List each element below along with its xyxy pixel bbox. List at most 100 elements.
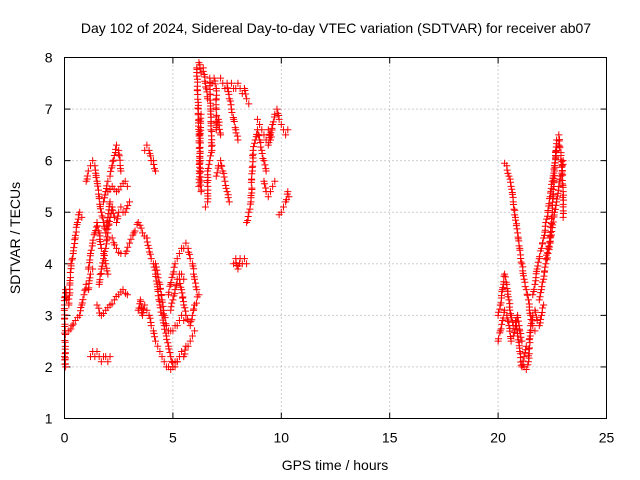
data-point	[162, 322, 170, 330]
data-point	[184, 342, 192, 350]
x-tick-label: 20	[490, 430, 506, 446]
data-point	[241, 86, 249, 94]
data-point	[156, 285, 164, 293]
data-point	[168, 299, 176, 307]
y-tick-label: 3	[45, 307, 53, 323]
data-point	[505, 296, 513, 304]
data-point	[183, 315, 191, 323]
data-point	[68, 254, 76, 262]
data-point	[151, 333, 159, 341]
data-point	[145, 146, 153, 154]
data-point	[199, 67, 207, 75]
data-point	[177, 283, 185, 291]
data-point	[124, 243, 132, 251]
data-point	[152, 263, 160, 271]
data-point	[160, 358, 168, 366]
data-point	[501, 273, 509, 281]
data-point	[284, 188, 292, 196]
data-point	[212, 172, 220, 180]
data-point	[542, 219, 550, 227]
data-point	[175, 249, 183, 257]
data-point	[552, 147, 560, 155]
data-point	[509, 332, 517, 340]
data-point	[244, 213, 252, 221]
data-point	[123, 291, 131, 299]
data-point	[93, 347, 101, 355]
data-point	[512, 222, 520, 230]
data-point	[191, 275, 199, 283]
data-point	[176, 279, 184, 287]
data-point	[537, 315, 545, 323]
data-point	[245, 100, 253, 108]
data-point	[97, 208, 105, 216]
data-point	[144, 241, 152, 249]
data-point	[549, 218, 557, 226]
data-point	[547, 214, 555, 222]
data-point	[147, 152, 155, 160]
data-point	[524, 361, 532, 369]
data-point	[501, 306, 509, 314]
x-tick-label: 15	[382, 430, 398, 446]
data-point	[191, 327, 199, 335]
data-point	[535, 322, 543, 330]
data-point	[549, 192, 557, 200]
data-point	[113, 244, 121, 252]
data-point	[87, 246, 95, 254]
data-point	[167, 353, 175, 361]
data-point	[137, 298, 145, 306]
data-point	[126, 239, 134, 247]
data-point	[517, 333, 525, 341]
data-point	[208, 127, 216, 135]
data-point	[92, 223, 100, 231]
data-point	[102, 244, 110, 252]
data-point	[555, 131, 563, 139]
data-point	[173, 322, 181, 330]
data-point	[538, 283, 546, 291]
data-point	[543, 249, 551, 257]
data-point	[104, 270, 112, 278]
data-point	[159, 302, 167, 310]
data-point	[207, 99, 215, 107]
data-point	[284, 126, 292, 134]
data-point	[197, 186, 205, 194]
data-point	[539, 239, 547, 247]
data-point	[519, 357, 527, 365]
data-point	[245, 208, 253, 216]
data-point	[546, 238, 554, 246]
data-point	[279, 203, 287, 211]
data-point	[86, 256, 94, 264]
data-point	[97, 205, 105, 213]
data-point	[217, 157, 225, 165]
data-point	[262, 167, 270, 175]
data-point	[530, 285, 538, 293]
data-point	[152, 167, 160, 175]
y-tick-label: 5	[45, 204, 53, 220]
data-point	[137, 224, 145, 232]
data-point	[212, 105, 220, 113]
data-point	[104, 358, 112, 366]
data-point	[251, 139, 259, 147]
data-point	[505, 172, 513, 180]
data-point	[271, 110, 279, 118]
x-axis-label: GPS time / hours	[282, 457, 389, 473]
data-point	[115, 150, 123, 158]
data-point	[517, 258, 525, 266]
data-point	[547, 223, 555, 231]
data-point	[136, 221, 144, 229]
data-point	[97, 240, 105, 248]
data-point	[223, 188, 231, 196]
data-point	[550, 175, 558, 183]
data-point	[230, 117, 238, 125]
data-point	[514, 317, 522, 325]
data-point	[507, 182, 515, 190]
data-point	[124, 202, 132, 210]
data-point	[76, 311, 84, 319]
data-point	[103, 182, 111, 190]
data-point	[213, 169, 221, 177]
data-point	[499, 314, 507, 322]
data-point	[498, 320, 506, 328]
data-point	[89, 236, 97, 244]
data-point	[123, 247, 131, 255]
data-point	[531, 327, 539, 335]
